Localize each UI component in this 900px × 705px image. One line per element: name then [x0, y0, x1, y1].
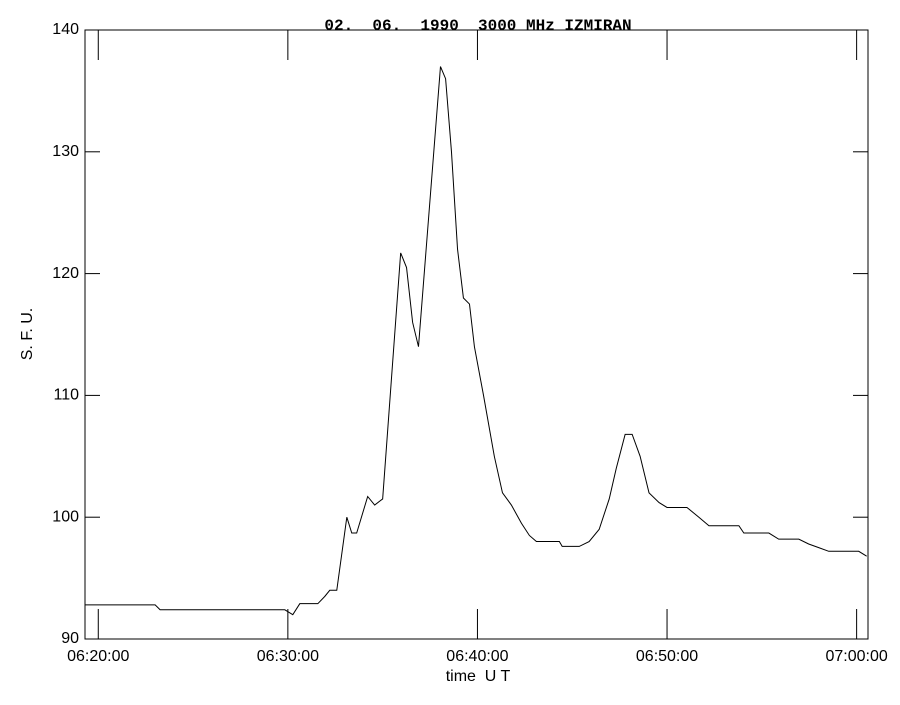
x-tick-label: 06:40:00 [446, 648, 508, 665]
x-tick-label: 06:30:00 [257, 648, 319, 665]
y-tick-label: 120 [52, 265, 79, 282]
x-tick-label: 06:20:00 [67, 648, 129, 665]
x-tick-label: 06:50:00 [636, 648, 698, 665]
plot-frame [84, 29, 869, 640]
chart-title: 02. 06. 1990 3000 MHz IZMIRAN [324, 17, 631, 35]
y-tick-label: 90 [61, 630, 79, 647]
y-tick-label: 100 [52, 508, 79, 525]
y-tick-label: 140 [52, 21, 79, 38]
x-tick-label: 07:00:00 [825, 648, 887, 665]
data-line [85, 66, 867, 616]
y-tick-label: 130 [52, 143, 79, 160]
x-axis-label: time U T [446, 668, 511, 685]
y-axis-label: S. F. U. [19, 308, 36, 360]
y-tick-label: 110 [53, 387, 79, 404]
